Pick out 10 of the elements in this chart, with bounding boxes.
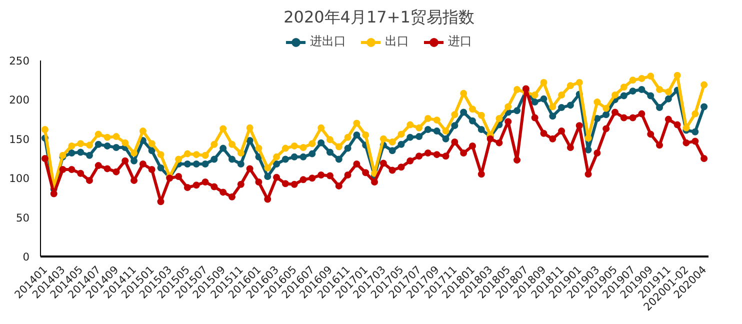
- chart-title: 2020年4月17+1贸易指数: [284, 8, 474, 26]
- y-tick-label: 100: [9, 172, 30, 186]
- y-tick-label: 50: [16, 211, 30, 224]
- y-tick-label: 250: [9, 54, 30, 68]
- y-tick-label: 150: [9, 132, 30, 146]
- y-tick-label: 0: [22, 250, 30, 264]
- legend-label: 进口: [448, 33, 472, 50]
- legend-label: 进出口: [310, 33, 346, 50]
- y-tick-label: 200: [9, 94, 30, 107]
- legend-label: 出口: [385, 33, 409, 50]
